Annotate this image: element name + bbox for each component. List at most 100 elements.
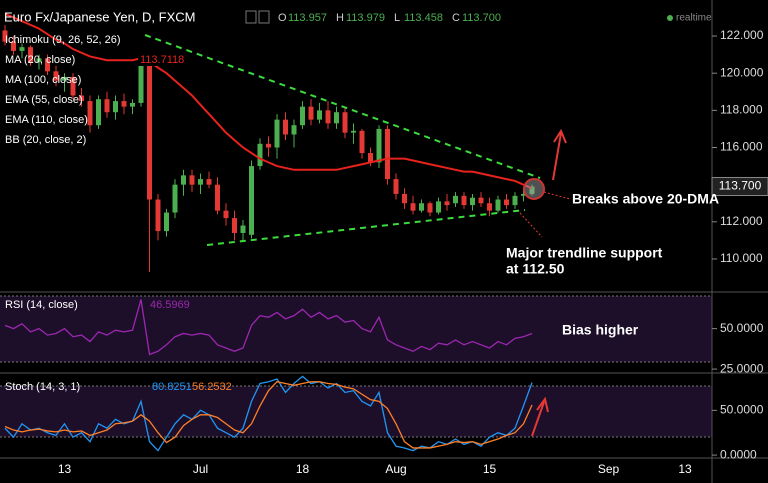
- rsi-band: [0, 296, 712, 362]
- x-tick-label: 18: [296, 462, 310, 476]
- x-tick-label: 15: [483, 462, 497, 476]
- callout-line: [519, 212, 543, 238]
- candle-body: [147, 58, 152, 200]
- candle-body: [478, 197, 484, 204]
- candle-body: [249, 166, 254, 235]
- candle-body: [444, 201, 450, 206]
- indicator-line: [4, 375, 533, 452]
- candle-body: [402, 193, 407, 204]
- candle-body: [164, 212, 169, 232]
- candle-body: [359, 130, 365, 154]
- indicator-label: MA (20, close): [5, 54, 75, 66]
- candle-body: [521, 193, 526, 196]
- annotation: Bias higher: [562, 322, 639, 338]
- candle-body: [104, 99, 110, 113]
- y-tick-label: 50.0000: [720, 321, 764, 335]
- ma-value-box: [138, 52, 188, 66]
- candle-body: [19, 47, 25, 51]
- candle-body: [240, 225, 246, 233]
- indicator-label: Ichimoku (9, 26, 52, 26): [5, 34, 121, 46]
- candle-body: [512, 195, 518, 206]
- candle-body: [308, 106, 314, 120]
- candle-body: [155, 199, 161, 232]
- candle-body: [215, 184, 220, 211]
- y-tick-label: 112.000: [720, 214, 763, 228]
- y-tick-label: 116.000: [720, 140, 763, 154]
- candle-body: [257, 143, 263, 167]
- candle-body: [11, 41, 16, 51]
- candle-body: [223, 210, 229, 219]
- candle-body: [113, 101, 118, 113]
- candle-body: [2, 30, 8, 42]
- candle-body: [70, 76, 76, 96]
- candle-body: [495, 199, 501, 211]
- candle-body: [419, 203, 424, 211]
- y-tick-label: 110.000: [720, 251, 763, 265]
- candle-body: [351, 130, 356, 133]
- candle-body: [334, 112, 339, 124]
- x-tick-label: Aug: [385, 462, 406, 476]
- candle-body: [342, 112, 348, 133]
- annotation: Breaks above 20-DMA: [572, 191, 719, 207]
- panel-value: 46.5969: [150, 299, 190, 311]
- candle-body: [283, 119, 288, 135]
- marks: [2, 12, 535, 452]
- candle-body: [368, 153, 373, 163]
- quote-key: L: [394, 12, 400, 24]
- x-tick-label: 13: [678, 462, 692, 476]
- candle-body: [172, 184, 178, 213]
- price-label: 113.700: [719, 179, 762, 193]
- candle-body: [274, 119, 280, 148]
- panel-value: 56.2532: [192, 381, 232, 393]
- candle-body: [138, 58, 144, 103]
- up-arrow: [531, 396, 549, 437]
- candle-body: [317, 110, 322, 120]
- x-tick-label: Sep: [598, 462, 620, 476]
- annotation: at 112.50: [506, 261, 565, 277]
- panel-value: 80.8251: [152, 381, 192, 393]
- candle-body: [53, 71, 59, 81]
- candle-body: [232, 218, 237, 233]
- candle-body: [62, 76, 67, 81]
- candle-body: [79, 95, 84, 102]
- x-tick-label: Jul: [193, 462, 208, 476]
- y-tick-label: 50.0000: [720, 403, 764, 417]
- support-trendline: [206, 209, 526, 246]
- quote-key: C: [452, 12, 460, 24]
- icon: [245, 10, 257, 24]
- candle-body: [427, 203, 433, 213]
- indicator-label: BB (20, close, 2): [5, 134, 86, 146]
- candle-body: [291, 125, 297, 135]
- quote-key: H: [336, 12, 344, 24]
- candle-body: [504, 199, 509, 206]
- x-tick-label: 13: [58, 462, 72, 476]
- callout-line: [543, 191, 571, 200]
- y-tick-label: 118.000: [720, 103, 763, 117]
- candle-body: [410, 203, 416, 211]
- indicator-label: EMA (55, close): [5, 94, 83, 106]
- panel-title: RSI (14, close): [5, 299, 78, 311]
- candle-body: [130, 102, 135, 107]
- candle-body: [266, 143, 271, 148]
- candle-body: [385, 128, 390, 180]
- candle-body: [325, 110, 331, 124]
- quote-value: 113.458: [404, 12, 443, 24]
- breakout-marker: [523, 178, 545, 200]
- price-box: [711, 177, 768, 197]
- candle-body: [96, 99, 101, 126]
- indicator-line: [4, 381, 533, 449]
- candle-body: [181, 175, 186, 185]
- quote-value: 113.979: [346, 12, 385, 24]
- candle-body: [36, 58, 42, 63]
- candle-body: [393, 179, 399, 194]
- y-tick-label: 25.0000: [720, 361, 764, 375]
- quote-value: 113.957: [288, 12, 327, 24]
- y-tick-label: 0.0000: [720, 447, 757, 461]
- candle-body: [487, 203, 492, 211]
- indicator-label: MA (100, close): [5, 74, 81, 86]
- panel-title: Stoch (14, 3, 1): [5, 381, 80, 393]
- y-tick-label: 120.000: [720, 65, 764, 79]
- up-arrow: [552, 128, 567, 181]
